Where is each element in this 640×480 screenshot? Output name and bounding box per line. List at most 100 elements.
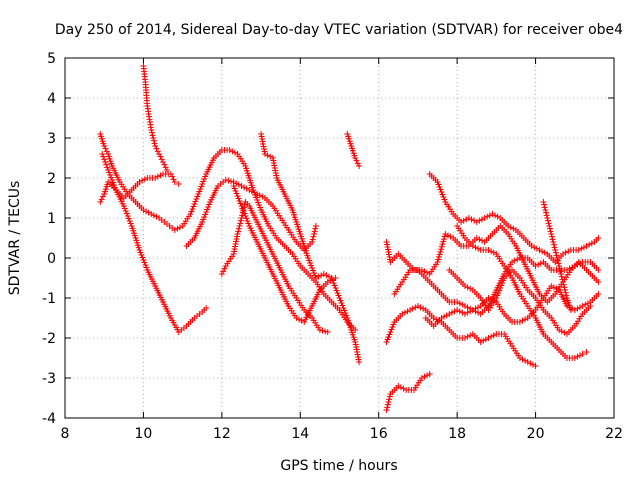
data-point (561, 284, 568, 291)
data-point (226, 147, 233, 153)
data-point (522, 357, 529, 364)
data-point (177, 224, 184, 231)
series-s17 (454, 223, 590, 361)
data-point (436, 251, 443, 258)
data-point (533, 245, 540, 252)
data-point (151, 140, 158, 147)
data-point (238, 183, 245, 189)
y-tick-label: 5 (47, 51, 56, 67)
data-point (489, 211, 496, 217)
x-axis-label: GPS time / hours (280, 458, 397, 474)
data-point (102, 145, 109, 152)
data-point (524, 359, 531, 365)
data-point (541, 204, 548, 211)
data-point (536, 247, 543, 253)
data-point (327, 277, 334, 284)
data-point (464, 309, 471, 316)
data-point (246, 187, 253, 193)
data-point (550, 239, 557, 245)
y-tick-label: 4 (47, 91, 56, 107)
data-point (560, 251, 567, 257)
data-point (556, 265, 563, 272)
data-point (481, 215, 488, 221)
data-point (442, 231, 449, 237)
data-point (439, 241, 446, 248)
data-point (401, 309, 408, 316)
data-point (552, 249, 559, 256)
data-point (440, 238, 447, 245)
data-point (145, 209, 152, 216)
data-point (315, 273, 322, 280)
data-point (468, 216, 475, 223)
x-tick-label: 16 (370, 426, 388, 442)
data-point (435, 256, 442, 263)
data-point (550, 241, 557, 248)
data-point (561, 329, 568, 336)
series-s15 (422, 283, 602, 329)
data-point (152, 143, 159, 149)
data-point (519, 356, 526, 363)
x-tick-label: 20 (527, 426, 545, 442)
data-point (98, 196, 105, 203)
series-s10 (383, 371, 433, 413)
data-point (464, 333, 471, 340)
data-point (527, 360, 534, 367)
data-point (461, 283, 468, 289)
data-point (323, 272, 330, 279)
data-point (254, 191, 261, 197)
data-point (464, 284, 471, 291)
data-point (441, 233, 448, 240)
data-point (441, 313, 448, 320)
x-tick-label: 18 (448, 426, 466, 442)
data-point (571, 263, 578, 269)
data-point (103, 148, 110, 155)
data-point (519, 317, 526, 324)
data-point (295, 316, 302, 323)
y-tick-label: 0 (47, 251, 56, 267)
data-point (485, 335, 492, 341)
data-point (532, 363, 539, 369)
data-point (310, 233, 317, 240)
data-point (162, 164, 169, 171)
y-tick-label: 2 (47, 171, 56, 187)
data-point (490, 332, 497, 339)
data-point (595, 235, 602, 241)
data-point (220, 268, 227, 275)
data-point (352, 155, 359, 161)
data-point (551, 244, 558, 251)
data-point (459, 301, 466, 308)
data-point (101, 143, 108, 149)
data-point (384, 401, 391, 408)
data-point (562, 249, 569, 256)
data-point (235, 181, 242, 188)
data-point (103, 161, 110, 168)
data-point (582, 301, 589, 308)
y-tick-label: 3 (47, 131, 56, 147)
data-point (99, 151, 106, 157)
data-point (324, 279, 331, 285)
data-point (150, 137, 157, 144)
data-point (154, 148, 161, 155)
data-point (424, 269, 431, 276)
data-point (475, 304, 482, 311)
data-point (311, 231, 318, 237)
series-s3 (99, 151, 210, 335)
data-point (473, 235, 480, 241)
data-point (229, 148, 236, 155)
data-point (561, 287, 568, 293)
data-point (574, 353, 581, 360)
data-point (514, 256, 521, 263)
data-point (485, 247, 492, 253)
data-point (235, 225, 242, 232)
series-s5 (183, 177, 319, 253)
data-point (311, 228, 318, 235)
data-point (385, 399, 392, 405)
plot-frame (64, 57, 615, 419)
chart-title: Day 250 of 2014, Sidereal Day-to-day VTE… (55, 22, 623, 38)
data-point (100, 153, 107, 160)
axis-ticks (64, 57, 615, 419)
data-point (136, 179, 143, 185)
data-point (467, 285, 474, 292)
data-point (458, 219, 465, 225)
data-point (558, 273, 565, 280)
